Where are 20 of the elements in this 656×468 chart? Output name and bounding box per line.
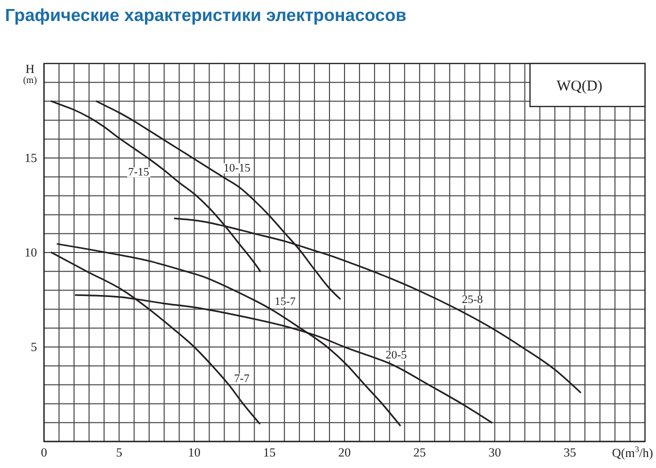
series-label: 7-15 (128, 166, 150, 178)
annotation: WQ(D) (556, 78, 602, 94)
series-label: 10-15 (224, 162, 251, 174)
y-tick-label: 15 (24, 151, 37, 165)
series-label: 7-7 (234, 372, 250, 385)
x-tick-label: 10 (188, 445, 200, 460)
series-label: 15-7 (274, 296, 296, 308)
y-tick-label: 10 (24, 246, 37, 260)
x-tick-label: 5 (116, 445, 122, 460)
x-tick-label: 0 (40, 445, 48, 460)
series-label: 20-5 (386, 350, 407, 362)
series-label: 25-8 (462, 294, 484, 306)
x-tick-label: 20 (338, 445, 351, 460)
y-tick-label: 5 (30, 340, 37, 354)
x-tick-label: 25 (413, 445, 426, 460)
x-tick-label: 35 (564, 445, 576, 460)
x-tick-label: 15 (263, 445, 276, 460)
x-axis-title: Q(m$^{3}$/h) (612, 444, 653, 460)
x-tick-label: 30 (488, 445, 501, 460)
chart-title: Графические характеристики электронасосов (5, 5, 407, 25)
